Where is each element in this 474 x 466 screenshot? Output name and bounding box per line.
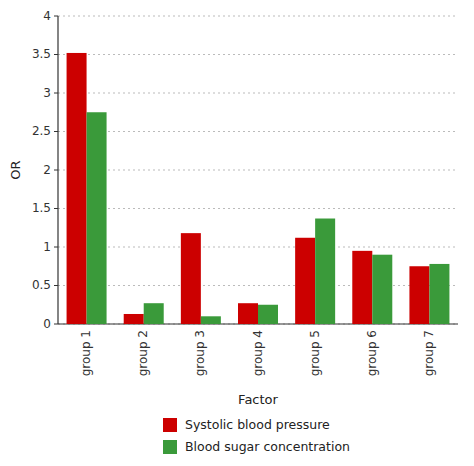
legend-label: Blood sugar concentration (185, 439, 350, 454)
grid-line (58, 170, 458, 171)
x-axis-title: Factor (238, 392, 278, 407)
y-axis-line (57, 16, 58, 324)
grid-line (58, 285, 458, 286)
legend-label: Systolic blood pressure (185, 417, 330, 432)
bar (372, 255, 392, 324)
bars (67, 53, 450, 324)
legend-swatch (163, 418, 177, 432)
grid-line (58, 247, 458, 248)
y-axis-title: OR (8, 160, 23, 179)
y-tick-label: 3.5 (32, 47, 51, 61)
bar (181, 233, 201, 324)
bar (295, 238, 315, 324)
y-tick-label: 1.5 (32, 201, 51, 215)
bar (429, 264, 449, 324)
grid-line (58, 16, 458, 17)
bar (258, 305, 278, 324)
bar (201, 316, 221, 324)
y-tick-label: 4 (43, 9, 51, 23)
x-tick-label: group 2 (136, 330, 150, 376)
grid (58, 16, 458, 324)
y-tick-label: 3 (43, 86, 51, 100)
y-tick-label: 0 (43, 317, 51, 331)
axes: 0 0.5 1 1.5 2 2.5 3 3.5 4 group 1 group 2 group 3 gr… (32, 9, 458, 377)
grid-line (58, 208, 458, 209)
y-tick-label: 2 (43, 163, 51, 177)
x-tick-label: group 7 (422, 330, 436, 376)
grid-line (58, 93, 458, 94)
bar (409, 266, 429, 324)
bar (315, 219, 335, 324)
chart-svg: 0 0.5 1 1.5 2 2.5 3 3.5 4 group 1 group 2 group 3 gr… (0, 0, 474, 466)
x-tick-label: group 5 (308, 330, 322, 376)
grid-line (58, 54, 458, 55)
legend-swatch (163, 440, 177, 454)
bar (87, 112, 107, 324)
x-tick-label: group 3 (193, 330, 207, 376)
legend: Systolic blood pressure Blood sugar conce… (163, 417, 350, 455)
bar (352, 251, 372, 324)
bar (144, 303, 164, 324)
y-tick-label: 0.5 (32, 278, 51, 292)
bar (124, 314, 144, 324)
x-tick-label: group 1 (79, 330, 93, 376)
x-tick-label: group 6 (365, 330, 379, 376)
y-tick-label: 2.5 (32, 124, 51, 138)
y-tick-label: 1 (43, 240, 51, 254)
bar (67, 53, 87, 324)
bar (238, 303, 258, 324)
x-tick-label: group 4 (251, 330, 265, 376)
grid-line (58, 131, 458, 132)
chart-container: 0 0.5 1 1.5 2 2.5 3 3.5 4 group 1 group 2 group 3 gr… (0, 0, 474, 466)
